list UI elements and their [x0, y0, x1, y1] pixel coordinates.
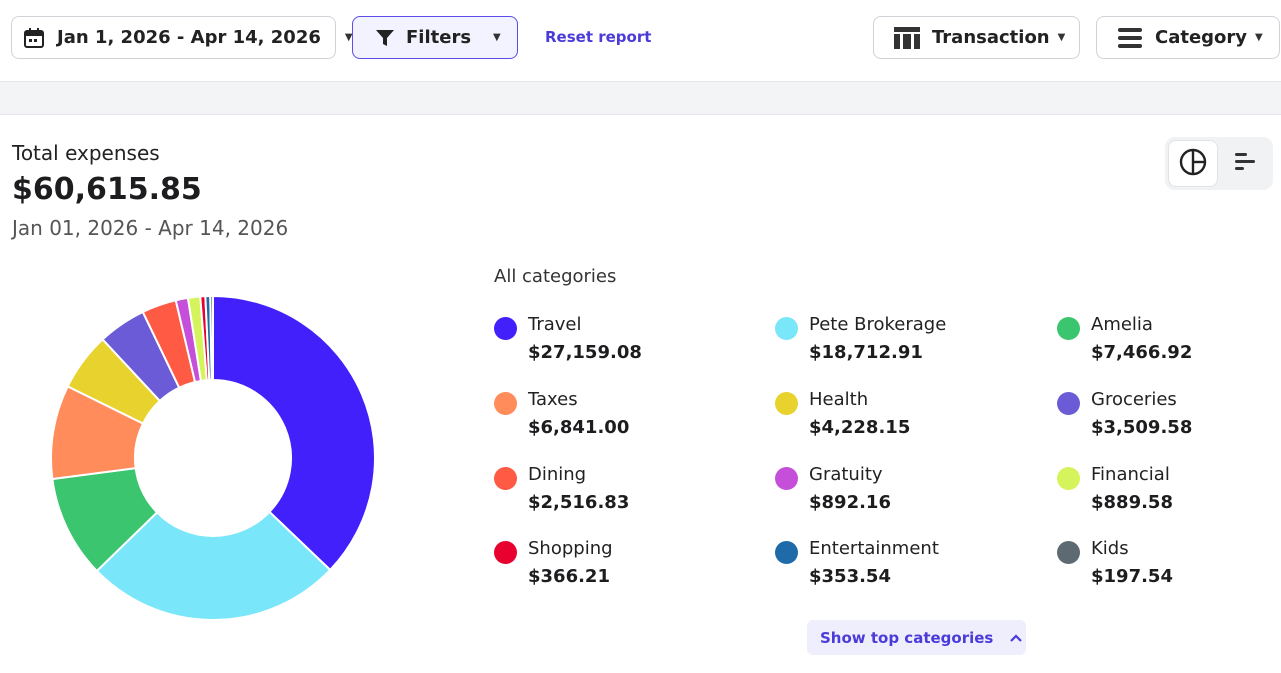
legend-category-amount: $6,841.00 [528, 417, 630, 438]
filters-label: Filters [406, 27, 472, 48]
legend-item[interactable]: Health $4,228.15 [775, 389, 1035, 445]
legend-swatch [494, 392, 517, 415]
legend-swatch [1057, 467, 1080, 490]
donut-slice-travel[interactable] [212, 294, 376, 572]
filters-button[interactable]: Filters ▼ [352, 16, 518, 59]
legend-swatch [494, 541, 517, 564]
show-top-categories-label: Show top categories [820, 628, 994, 647]
caret-down-icon: ▼ [1255, 32, 1263, 43]
table-icon [894, 25, 920, 51]
legend-category-amount: $7,466.92 [1091, 342, 1193, 363]
legend-category-name: Health [809, 389, 869, 410]
breakdown-label: Category [1155, 27, 1248, 48]
legend-item[interactable]: Shopping $366.21 [494, 538, 754, 594]
legend-item[interactable]: Financial $889.58 [1057, 464, 1281, 520]
legend-category-amount: $3,509.58 [1091, 417, 1193, 438]
chart-view-toggle [1165, 137, 1273, 190]
group-by-button[interactable]: Transaction ▼ [873, 16, 1080, 59]
date-range-button[interactable]: Jan 1, 2026 - Apr 14, 2026 ▼ [11, 16, 353, 59]
legend-category-name: Groceries [1091, 389, 1177, 410]
legend-swatch [775, 392, 798, 415]
legend-category-amount: $27,159.08 [528, 342, 642, 363]
pie-view-button[interactable] [1168, 140, 1218, 187]
legend-item[interactable]: Entertainment $353.54 [775, 538, 1035, 594]
total-expenses-value: $60,615.85 [12, 172, 202, 207]
legend-item[interactable]: Gratuity $892.16 [775, 464, 1035, 520]
legend-category-amount: $366.21 [528, 566, 610, 587]
group-by-label: Transaction [932, 27, 1050, 48]
legend-category-amount: $2,516.83 [528, 492, 630, 513]
legend-category-amount: $18,712.91 [809, 342, 923, 363]
total-expenses-label: Total expenses [12, 141, 160, 165]
legend-category-name: Travel [528, 314, 582, 335]
legend-category-amount: $197.54 [1091, 566, 1173, 587]
legend-category-amount: $353.54 [809, 566, 891, 587]
legend-category-name: Shopping [528, 538, 613, 559]
legend-swatch [1057, 541, 1080, 564]
chevron-up-icon [1009, 633, 1023, 643]
bar-chart-icon [1233, 151, 1257, 177]
date-range-label: Jan 1, 2026 - Apr 14, 2026 [57, 27, 321, 48]
legend-category-amount: $4,228.15 [809, 417, 911, 438]
legend-item[interactable]: Amelia $7,466.92 [1057, 314, 1281, 370]
legend-category-name: Taxes [528, 389, 578, 410]
legend-swatch [775, 541, 798, 564]
legend-swatch [775, 467, 798, 490]
expense-donut-chart [50, 294, 376, 621]
legend-item[interactable]: Pete Brokerage $18,712.91 [775, 314, 1035, 370]
legend-title: All categories [494, 266, 617, 287]
donut-slice-pete-brokerage[interactable] [95, 510, 332, 621]
report-toolbar: Jan 1, 2026 - Apr 14, 2026 ▼ Filters ▼ R… [0, 0, 1281, 82]
list-icon [1117, 25, 1143, 51]
legend-category-name: Amelia [1091, 314, 1153, 335]
pie-chart-icon [1178, 147, 1208, 181]
legend-swatch [1057, 392, 1080, 415]
legend-item[interactable]: Travel $27,159.08 [494, 314, 754, 370]
reset-report-link[interactable]: Reset report [545, 28, 652, 46]
legend-item[interactable]: Groceries $3,509.58 [1057, 389, 1281, 445]
legend-category-name: Gratuity [809, 464, 883, 485]
legend-item[interactable]: Dining $2,516.83 [494, 464, 754, 520]
caret-down-icon: ▼ [493, 32, 501, 43]
legend-swatch [494, 467, 517, 490]
bar-view-button[interactable] [1220, 140, 1270, 187]
report-period: Jan 01, 2026 - Apr 14, 2026 [12, 216, 289, 240]
legend-category-name: Financial [1091, 464, 1170, 485]
legend-swatch [1057, 317, 1080, 340]
donut-slice-kids[interactable] [209, 294, 214, 382]
legend-item[interactable]: Taxes $6,841.00 [494, 389, 754, 445]
legend-category-amount: $892.16 [809, 492, 891, 513]
calendar-icon [23, 25, 45, 51]
breakdown-button[interactable]: Category ▼ [1096, 16, 1280, 59]
show-top-categories-button[interactable]: Show top categories [807, 620, 1026, 655]
legend-category-name: Pete Brokerage [809, 314, 947, 335]
legend-category-amount: $889.58 [1091, 492, 1173, 513]
legend-item[interactable]: Kids $197.54 [1057, 538, 1281, 594]
legend-swatch [775, 317, 798, 340]
filter-icon [372, 25, 398, 51]
caret-down-icon: ▼ [344, 32, 353, 43]
legend-swatch [494, 317, 517, 340]
legend-category-name: Entertainment [809, 538, 939, 559]
caret-down-icon: ▼ [1057, 32, 1066, 43]
legend-category-name: Kids [1091, 538, 1129, 559]
legend-category-name: Dining [528, 464, 587, 485]
toolbar-divider-band [0, 82, 1281, 115]
